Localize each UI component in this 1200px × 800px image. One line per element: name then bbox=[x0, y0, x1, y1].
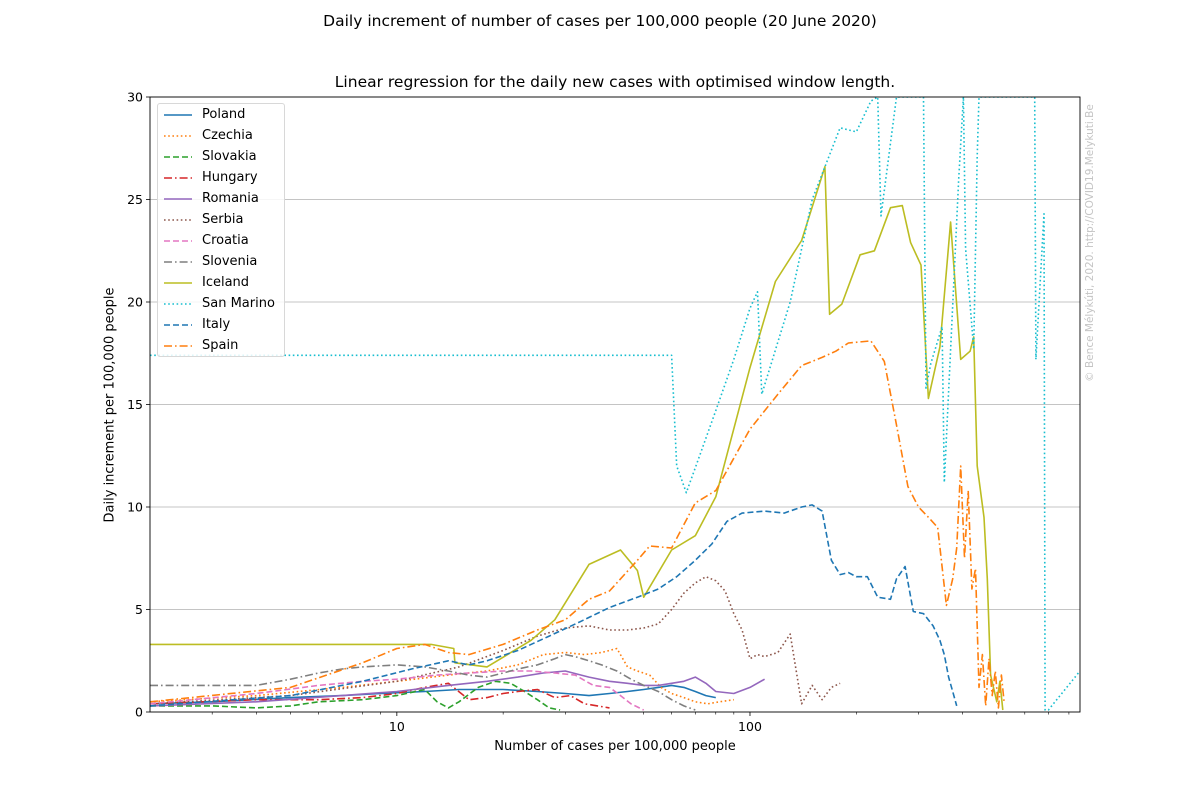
legend-label-iceland: Iceland bbox=[202, 275, 250, 290]
series-line-slovenia bbox=[150, 653, 696, 711]
legend-label-romania: Romania bbox=[202, 191, 259, 206]
legend: Poland Czechia Slovakia Hungary Romania Serbi… bbox=[157, 103, 285, 357]
series-line-italy bbox=[150, 504, 958, 707]
x-axis-label: Number of cases per 100,000 people bbox=[494, 739, 736, 754]
legend-swatch-iceland bbox=[164, 281, 192, 284]
xtick-label-100: 100 bbox=[738, 719, 762, 734]
y-axis-label: Daily increment per 100,000 people bbox=[102, 287, 118, 523]
series-line-spain bbox=[150, 340, 1006, 709]
legend-label-czechia: Czechia bbox=[202, 128, 253, 143]
legend-item-spain: Spain bbox=[158, 335, 284, 356]
legend-swatch-croatia bbox=[164, 239, 192, 242]
series-lines bbox=[150, 97, 1080, 711]
legend-label-poland: Poland bbox=[202, 107, 246, 122]
legend-swatch-romania bbox=[164, 197, 192, 200]
legend-swatch-poland bbox=[164, 113, 192, 116]
legend-label-slovakia: Slovakia bbox=[202, 149, 257, 164]
legend-item-czechia: Czechia bbox=[158, 125, 284, 146]
copyright-watermark: © Bence Mélykúti, 2020. http://COVID19.M… bbox=[1084, 104, 1096, 382]
series-line-iceland bbox=[150, 165, 1004, 711]
gridlines bbox=[150, 96, 1080, 610]
ytick-label-5: 5 bbox=[135, 602, 143, 617]
ytick-label-15: 15 bbox=[127, 397, 143, 412]
legend-item-romania: Romania bbox=[158, 188, 284, 209]
legend-label-san-marino: San Marino bbox=[202, 296, 275, 311]
legend-item-iceland: Iceland bbox=[158, 272, 284, 293]
legend-label-hungary: Hungary bbox=[202, 170, 258, 185]
xtick-label-10: 10 bbox=[389, 719, 405, 734]
legend-item-san-marino: San Marino bbox=[158, 293, 284, 314]
legend-swatch-san-marino bbox=[164, 302, 192, 305]
ytick-label-30: 30 bbox=[127, 90, 143, 105]
series-line-serbia bbox=[150, 575, 841, 705]
figure-suptitle: Daily increment of number of cases per 1… bbox=[323, 12, 877, 30]
series-line-czechia bbox=[150, 647, 734, 705]
axes: 0 5 10 15 20 25 30 10 100 bbox=[127, 90, 1081, 734]
series-line-croatia bbox=[150, 670, 645, 711]
legend-item-italy: Italy bbox=[158, 314, 284, 335]
legend-item-hungary: Hungary bbox=[158, 167, 284, 188]
ytick-label-25: 25 bbox=[127, 192, 143, 207]
legend-item-croatia: Croatia bbox=[158, 230, 284, 251]
series-line-san-marino bbox=[150, 97, 1080, 711]
series-line-romania bbox=[150, 670, 765, 707]
legend-swatch-spain bbox=[164, 344, 192, 347]
legend-item-slovenia: Slovenia bbox=[158, 251, 284, 272]
legend-item-poland: Poland bbox=[158, 104, 284, 125]
legend-label-italy: Italy bbox=[202, 317, 231, 332]
legend-swatch-serbia bbox=[164, 218, 192, 221]
legend-label-spain: Spain bbox=[202, 338, 239, 353]
legend-label-serbia: Serbia bbox=[202, 212, 244, 227]
ytick-label-20: 20 bbox=[127, 295, 143, 310]
legend-label-croatia: Croatia bbox=[202, 233, 249, 248]
legend-swatch-hungary bbox=[164, 176, 192, 179]
legend-swatch-czechia bbox=[164, 134, 192, 137]
legend-swatch-slovenia bbox=[164, 260, 192, 263]
chart-title: Linear regression for the daily new case… bbox=[334, 73, 896, 91]
legend-item-serbia: Serbia bbox=[158, 209, 284, 230]
legend-item-slovakia: Slovakia bbox=[158, 146, 284, 167]
series-line-slovakia bbox=[150, 680, 561, 711]
legend-swatch-slovakia bbox=[164, 155, 192, 158]
series-line-hungary bbox=[150, 682, 610, 709]
ytick-label-10: 10 bbox=[127, 500, 143, 515]
ytick-label-0: 0 bbox=[135, 705, 143, 720]
legend-swatch-italy bbox=[164, 323, 192, 326]
legend-label-slovenia: Slovenia bbox=[202, 254, 258, 269]
